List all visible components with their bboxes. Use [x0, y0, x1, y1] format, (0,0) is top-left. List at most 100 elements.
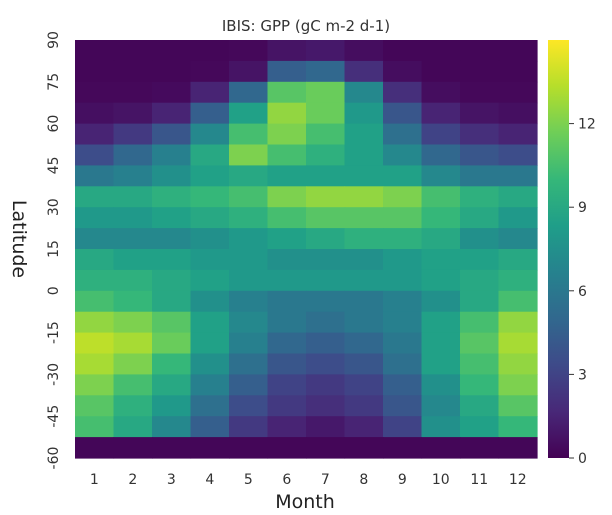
heatmap-cell — [383, 40, 423, 62]
heatmap-cell — [113, 60, 153, 83]
heatmap-cell — [460, 374, 500, 396]
heatmap-cell — [113, 249, 153, 271]
heatmap-cell — [460, 395, 500, 417]
heatmap-cell — [421, 60, 461, 83]
heatmap-cell — [113, 269, 153, 292]
heatmap-cell — [229, 40, 269, 62]
heatmap-cell — [152, 353, 192, 375]
heatmap-cell — [421, 395, 461, 417]
x-tick-label: 11 — [470, 472, 488, 488]
heatmap-cell — [75, 416, 115, 438]
heatmap-cell — [306, 81, 346, 104]
heatmap-cell — [421, 207, 461, 229]
heatmap-cell — [344, 311, 384, 334]
colorbar — [548, 40, 569, 458]
colorbar-tick-label: 3 — [578, 367, 587, 383]
x-axis-label: Month — [275, 491, 335, 513]
x-tick-label: 1 — [90, 472, 99, 488]
heatmap-cell — [113, 437, 153, 459]
x-tick-label: 5 — [244, 472, 253, 488]
heatmap-cell — [306, 249, 346, 271]
heatmap-cell — [498, 81, 538, 104]
heatmap-cell — [75, 437, 115, 459]
heatmap-cell — [190, 353, 230, 375]
heatmap-cell — [267, 81, 307, 104]
heatmap-cell — [267, 290, 307, 313]
heatmap-cell — [421, 437, 461, 459]
heatmap-cell — [460, 144, 500, 166]
heatmap-cell — [152, 416, 192, 438]
heatmap-cell — [113, 123, 153, 146]
heatmap-cell — [383, 186, 423, 208]
x-tick-label: 4 — [205, 472, 214, 488]
heatmap-cell — [460, 165, 500, 187]
heatmap-cell — [306, 165, 346, 187]
heatmap-cell — [344, 207, 384, 229]
heatmap-cell — [229, 269, 269, 292]
heatmap-cell — [75, 374, 115, 396]
heatmap-cell — [190, 374, 230, 396]
heatmap-cell — [190, 437, 230, 459]
heatmap-cell — [190, 81, 230, 104]
heatmap-cell — [113, 186, 153, 208]
heatmap-cell — [383, 395, 423, 417]
heatmap-cell — [229, 416, 269, 438]
heatmap-cell — [383, 437, 423, 459]
heatmap-cell — [152, 144, 192, 166]
x-tick-labels: 1 2 3 4 5 6 7 8 9 10 11 12 — [90, 472, 527, 488]
colorbar-tick-labels: 0 3 6 9 12 — [569, 117, 596, 467]
heatmap-cell — [306, 290, 346, 313]
heatmap-cell — [383, 165, 423, 187]
heatmap-cell — [306, 332, 346, 355]
heatmap-cell — [344, 144, 384, 166]
heatmap-cell — [344, 102, 384, 125]
chart-title: IBIS: GPP (gC m-2 d-1) — [222, 17, 390, 35]
heatmap-cell — [229, 374, 269, 396]
heatmap-cell — [152, 102, 192, 125]
heatmap-cell — [344, 395, 384, 417]
heatmap-cell — [383, 353, 423, 375]
heatmap-cell — [383, 374, 423, 396]
heatmap-cell — [498, 144, 538, 166]
heatmap-cell — [460, 290, 500, 313]
heatmap-cell — [498, 332, 538, 355]
heatmap-cell — [498, 186, 538, 208]
heatmap-cell — [498, 249, 538, 271]
heatmap-cell — [113, 311, 153, 334]
heatmap-cell — [498, 165, 538, 187]
heatmap-cell — [498, 123, 538, 146]
y-tick-label: 30 — [46, 198, 62, 216]
heatmap-cell — [190, 416, 230, 438]
x-tick-label: 2 — [128, 472, 137, 488]
heatmap-cell — [306, 186, 346, 208]
heatmap-cell — [383, 290, 423, 313]
heatmap-cell — [75, 311, 115, 334]
y-tick-label: 15 — [46, 240, 62, 258]
heatmap-cell — [229, 437, 269, 459]
heatmap-cell — [421, 40, 461, 62]
heatmap-cell — [421, 249, 461, 271]
heatmap-cell — [267, 395, 307, 417]
heatmap-cell — [190, 60, 230, 83]
heatmap-cell — [229, 102, 269, 125]
heatmap-cell — [75, 186, 115, 208]
heatmap-cell — [306, 207, 346, 229]
heatmap-cell — [267, 207, 307, 229]
heatmap-cell — [113, 374, 153, 396]
y-tick-label: -60 — [46, 447, 62, 470]
heatmap-cell — [344, 353, 384, 375]
heatmap-cell — [383, 207, 423, 229]
heatmap-cell — [152, 228, 192, 250]
colorbar-tick-label: 12 — [578, 117, 596, 133]
heatmap-cell — [267, 228, 307, 250]
heatmap-cell — [267, 437, 307, 459]
heatmap-cell — [113, 81, 153, 104]
heatmap-cell — [229, 60, 269, 83]
heatmap-cell — [229, 395, 269, 417]
heatmap-cell — [421, 81, 461, 104]
colorbar-tick-label: 6 — [578, 284, 587, 300]
heatmap-cell — [344, 437, 384, 459]
heatmap-cell — [344, 269, 384, 292]
heatmap-cell — [75, 60, 115, 83]
